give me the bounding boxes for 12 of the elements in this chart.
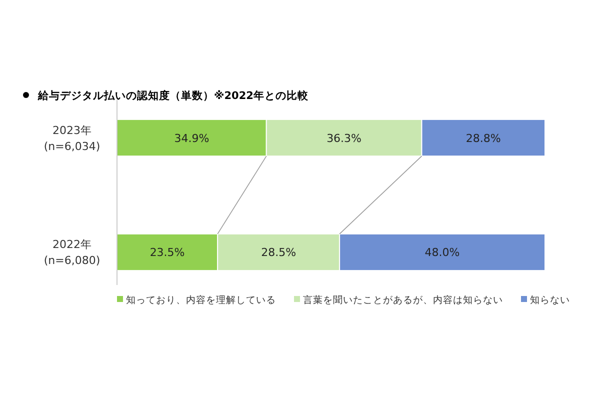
y-tick-label: 2022年 (n=6,080) (44, 238, 100, 268)
legend-label: 言葉を聞いたことがあるが、内容は知らない (303, 294, 503, 306)
y-tick-label: 2023年 (n=6,034) (44, 124, 100, 153)
data-label: 28.8% (466, 132, 501, 145)
chart-title: 給与デジタル払いの認知度（単数）※2022年との比較 (37, 89, 310, 102)
data-label: 28.5% (261, 246, 296, 260)
data-label: 48.0% (424, 246, 460, 260)
data-label: 23.5% (150, 246, 185, 260)
legend-label: 知っており、内容を理解している (126, 294, 276, 306)
data-label: 34.9% (174, 132, 210, 145)
legend-label: 知らない (530, 294, 570, 306)
data-label: 36.3% (326, 132, 362, 145)
